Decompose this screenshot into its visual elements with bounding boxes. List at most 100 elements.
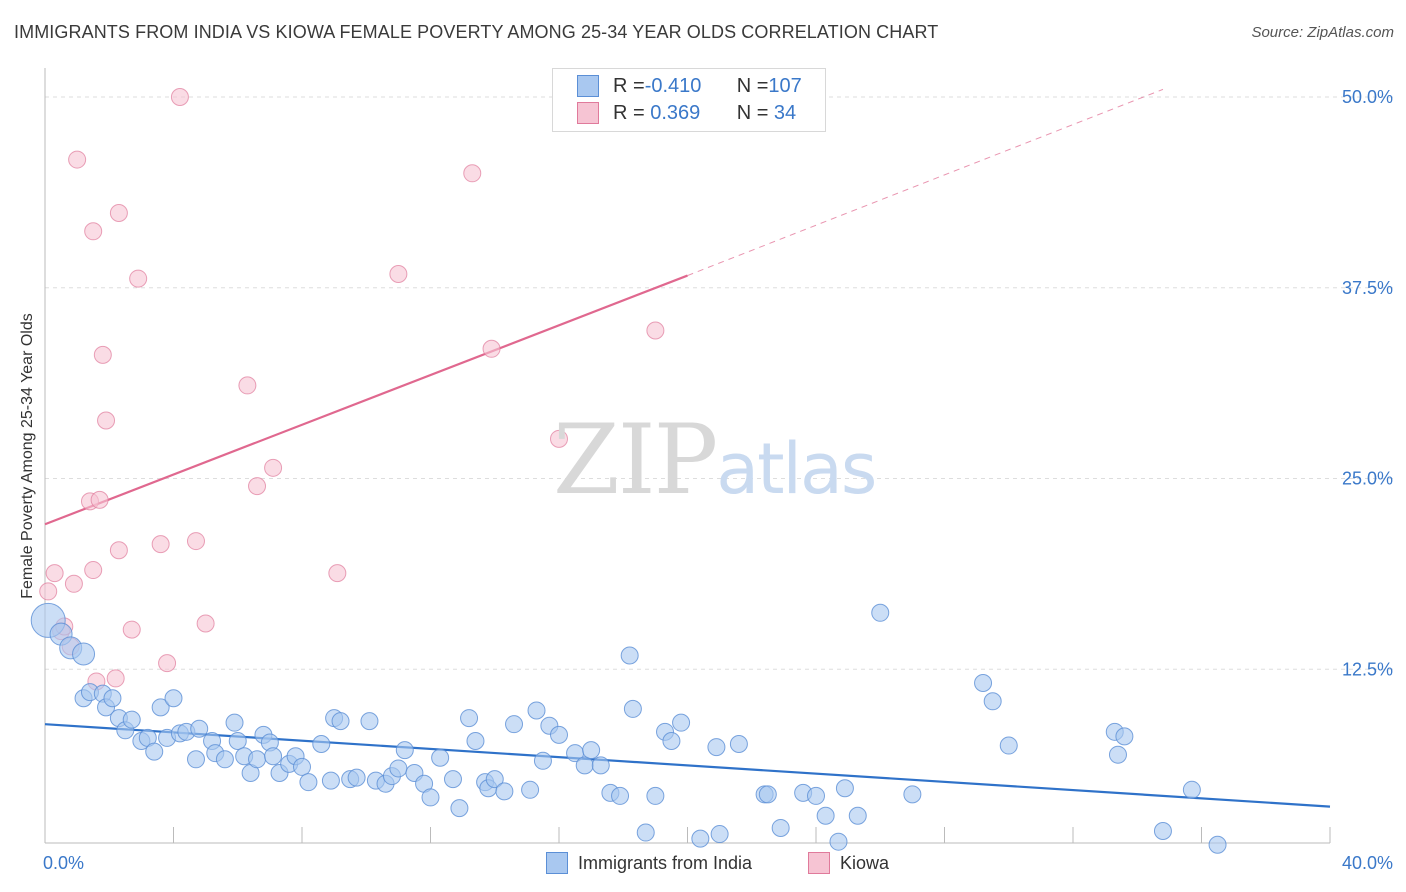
kiowa-point xyxy=(550,429,568,448)
india-point xyxy=(662,731,681,750)
india-point xyxy=(575,756,594,775)
kiowa-point xyxy=(97,411,116,430)
kiowa-legend-swatch xyxy=(808,852,830,874)
kiowa-point xyxy=(106,669,125,688)
india-point xyxy=(505,715,524,734)
india-point xyxy=(72,642,96,666)
y-tick-label: 50.0% xyxy=(1342,87,1393,107)
axes xyxy=(44,68,1331,844)
india-point xyxy=(395,741,414,760)
india-point xyxy=(299,773,318,792)
india-point xyxy=(228,731,247,750)
legend-item-india[interactable]: Immigrants from India xyxy=(546,852,752,874)
india-swatch xyxy=(577,75,599,97)
kiowa-point xyxy=(90,490,109,509)
india-point xyxy=(533,751,552,770)
india-point xyxy=(485,770,504,789)
india-point xyxy=(466,731,485,750)
india-point xyxy=(771,818,790,837)
india-point xyxy=(848,806,867,825)
india-point xyxy=(331,712,350,731)
source-credit: Source: ZipAtlas.com xyxy=(1251,24,1394,41)
india-point xyxy=(903,785,922,804)
kiowa-point xyxy=(84,561,103,580)
kiowa-point xyxy=(463,164,482,183)
kiowa-point xyxy=(151,535,170,554)
kiowa-point xyxy=(170,88,189,106)
r-label: R = xyxy=(613,101,645,124)
india-point xyxy=(450,799,469,818)
india-point xyxy=(710,825,729,844)
kiowa-point xyxy=(389,265,408,284)
y-tick-label: 12.5% xyxy=(1342,659,1393,679)
y-tick-label: 37.5% xyxy=(1342,278,1393,298)
kiowa-point xyxy=(64,574,83,593)
series-legend: Immigrants from India Kiowa xyxy=(0,852,1406,878)
india-point xyxy=(646,786,665,805)
india-point xyxy=(460,709,479,728)
india-point xyxy=(122,710,141,729)
india-point xyxy=(729,735,748,754)
tick-labels: 12.5% 25.0% 37.5% 50.0% 0.0% 40.0% xyxy=(43,87,1393,873)
india-point xyxy=(1208,835,1227,854)
india-point xyxy=(591,756,610,775)
india-point xyxy=(1108,745,1127,764)
x-tick-label: 0.0% xyxy=(43,853,84,873)
india-point xyxy=(190,719,209,738)
kiowa-point xyxy=(84,222,103,241)
india-point xyxy=(1115,727,1134,746)
india-point xyxy=(164,689,183,708)
kiowa-swatch xyxy=(577,102,599,124)
kiowa-point xyxy=(264,458,283,477)
india-point xyxy=(1153,822,1172,841)
india-point xyxy=(264,747,283,766)
india-point xyxy=(983,692,1002,711)
india-point xyxy=(443,770,462,789)
kiowa-point xyxy=(122,620,141,639)
india-point xyxy=(186,750,205,769)
india-point xyxy=(807,786,825,805)
n-label: N = xyxy=(736,74,769,97)
kiowa-point xyxy=(93,345,112,364)
india-point xyxy=(611,786,630,805)
india-point xyxy=(151,698,170,717)
kiowa-point xyxy=(109,541,128,560)
kiowa-point xyxy=(248,477,267,496)
legend-row-kiowa: R = 0.369 N = 34 xyxy=(577,101,796,125)
n-value: 107 xyxy=(768,74,802,97)
legend-item-kiowa[interactable]: Kiowa xyxy=(808,852,889,874)
chart-title: IMMIGRANTS FROM INDIA VS KIOWA FEMALE PO… xyxy=(14,22,939,42)
kiowa-point xyxy=(482,339,501,358)
kiowa-point xyxy=(45,564,64,583)
india-point xyxy=(758,785,777,804)
r-value: -0.410 xyxy=(644,74,702,97)
kiowa-point xyxy=(186,532,205,551)
kiowa-point xyxy=(158,654,177,673)
india-point xyxy=(495,782,514,801)
n-label: N = xyxy=(736,101,769,124)
india-point xyxy=(582,741,601,760)
india-point xyxy=(421,788,440,807)
india-point xyxy=(527,701,546,720)
india-point xyxy=(623,699,642,718)
india-point xyxy=(248,750,267,769)
india-point xyxy=(829,832,848,851)
india-point xyxy=(707,738,726,757)
india-point xyxy=(521,780,540,799)
kiowa-point xyxy=(68,150,87,169)
kiowa-point xyxy=(109,203,128,222)
india-point xyxy=(636,823,655,842)
data-points xyxy=(30,88,1227,854)
india-point xyxy=(1182,780,1201,799)
india-point xyxy=(620,646,639,665)
correlation-legend: R = -0.410 N = 107 R = 0.369 N = 34 xyxy=(552,68,826,132)
kiowa-trend-extension xyxy=(687,88,1164,277)
india-point xyxy=(816,806,835,825)
kiowa-trend-line xyxy=(44,274,688,526)
india-point xyxy=(321,771,340,790)
watermark: ZIPatlas xyxy=(553,404,877,516)
kiowa-point xyxy=(196,614,215,633)
r-value: 0.369 xyxy=(644,101,701,124)
india-point xyxy=(312,735,331,754)
india-point xyxy=(360,712,379,731)
